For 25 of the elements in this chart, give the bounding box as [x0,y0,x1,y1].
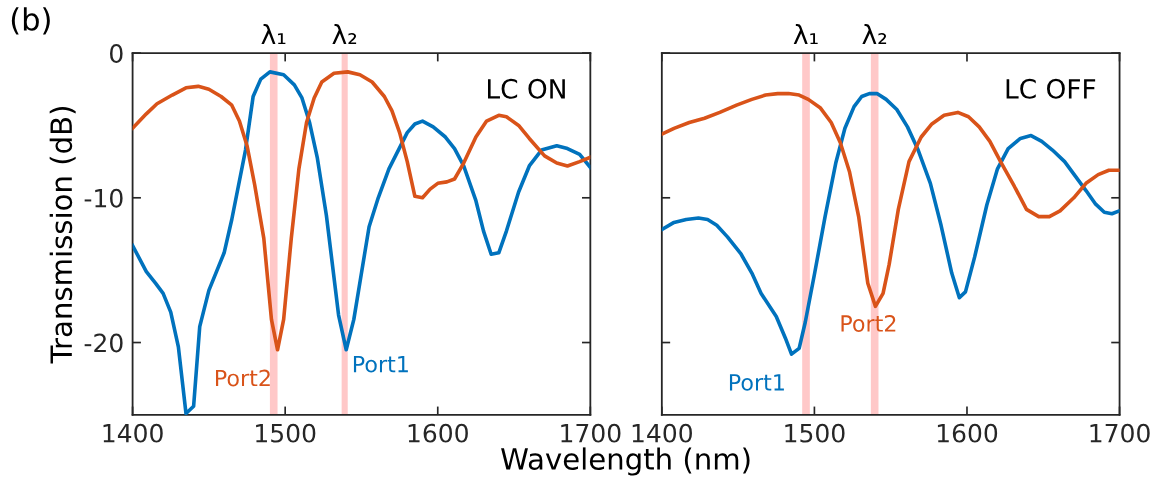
x-tick-label: 1400 [632,423,692,443]
band-label: λ₁ [793,23,818,45]
line-series [132,70,591,352]
x-tick-label: 1400 [103,423,163,443]
x-axis-title: Wavelength (nm) [501,447,750,476]
series-label: Port1 [353,356,408,373]
x-tick-label: 1600 [408,423,468,443]
y-tick-label: -10 [84,188,123,208]
x-tick-label: 1700 [1090,423,1150,443]
x-tick-label: 1500 [256,423,316,443]
band-label: λ₂ [332,23,357,45]
y-tick-label: -20 [84,333,123,353]
band-label: λ₂ [862,23,887,45]
y-tick-label: 0 [110,44,123,63]
band-label: λ₁ [261,23,286,45]
series-label: Port2 [841,315,896,332]
series-label: Port1 [729,374,784,391]
text: (b) [11,7,50,35]
annotation: LC ON [488,78,565,99]
x-tick-label: 1700 [561,423,621,443]
series-label: Port2 [215,369,270,387]
x-tick-label: 1600 [937,423,998,443]
y-axis-title: Transmission (dB) [49,107,76,364]
x-tick-label: 1500 [785,423,845,443]
annotation: LC OFF [1006,78,1096,99]
